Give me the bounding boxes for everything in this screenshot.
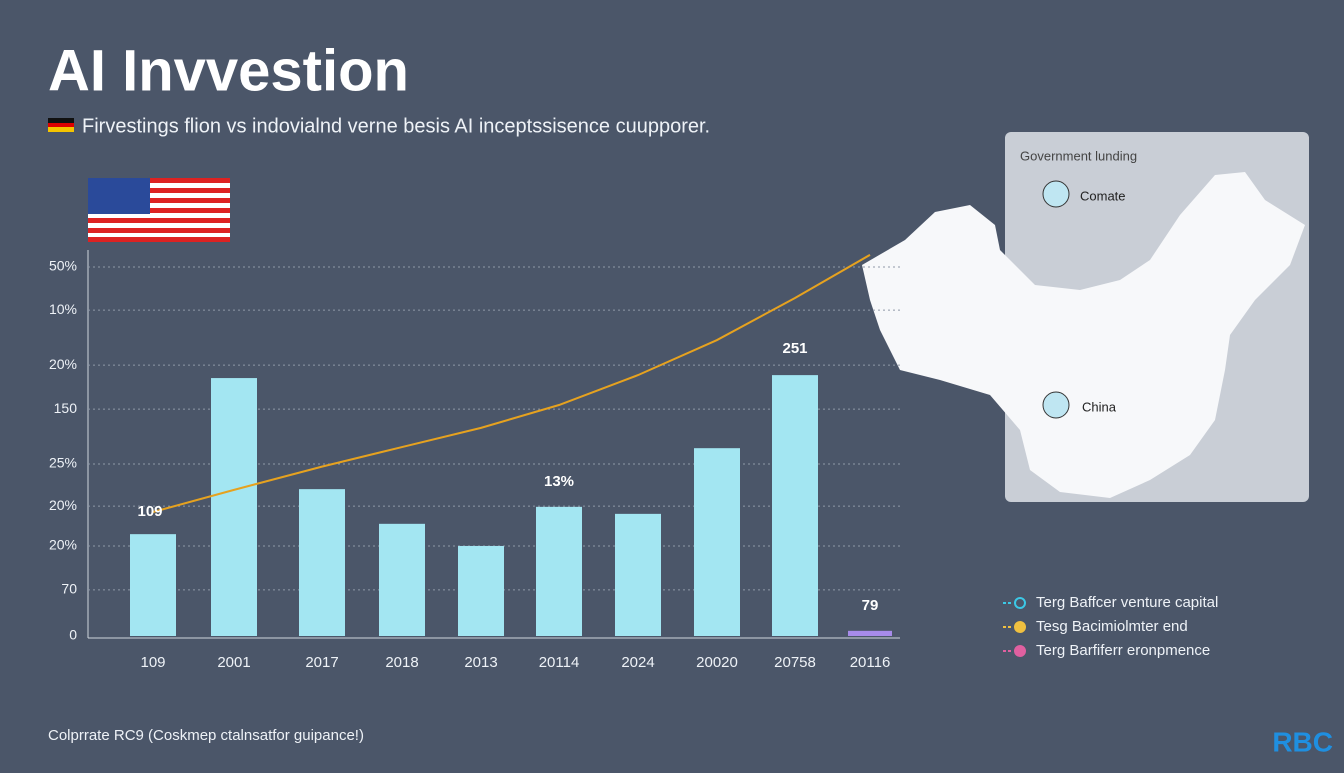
legend-dot: [1014, 645, 1026, 657]
x-tick-label: 20116: [850, 654, 891, 671]
map-title: Government lunding: [1020, 148, 1137, 163]
x-tick-label: 20114: [539, 654, 580, 671]
y-tick-label: 70: [61, 581, 77, 597]
x-tick-label: 2018: [385, 654, 418, 671]
china-map: [862, 172, 1305, 498]
y-tick-label: 20%: [49, 497, 77, 513]
y-tick-label: 10%: [49, 301, 77, 317]
y-tick-label: 0: [69, 627, 77, 643]
bar: [299, 489, 345, 636]
trend-line: [152, 253, 871, 513]
bar: [211, 378, 257, 636]
bar: [848, 630, 892, 636]
logo: RBC: [1272, 726, 1333, 757]
map-label: China: [1082, 399, 1117, 414]
chart-title: AI Invvestion: [48, 38, 409, 103]
x-tick-label: 2017: [305, 654, 338, 671]
y-tick-label: 20%: [49, 537, 77, 553]
bar: [772, 375, 818, 636]
data-annotation: 13%: [544, 473, 574, 490]
chart-subtitle: Firvestings flion vs indovialnd verne be…: [82, 115, 710, 137]
bar: [130, 534, 176, 636]
map-icon: [1042, 180, 1070, 208]
x-tick-label: 109: [140, 654, 165, 671]
bar: [536, 506, 582, 636]
us-flag: [88, 178, 230, 242]
bar: [615, 513, 661, 636]
legend-dot: [1014, 621, 1026, 633]
legend-dot: [1014, 597, 1026, 609]
german-flag: [48, 118, 74, 132]
x-tick-label: 2013: [464, 654, 497, 671]
x-tick-label: 2024: [621, 654, 654, 671]
y-tick-label: 20%: [49, 356, 77, 372]
data-annotation: 251: [782, 340, 807, 357]
legend-label: Tesg Bacimiolmter end: [1036, 618, 1188, 635]
data-annotation: 109: [137, 503, 162, 520]
legend-label: Terg Barfiferr eronpmence: [1036, 642, 1210, 659]
map-icon: [1042, 391, 1070, 419]
bar: [379, 523, 425, 636]
legend-label: Terg Baffcer venture capital: [1036, 594, 1218, 611]
bar: [694, 448, 740, 636]
y-tick-label: 150: [54, 400, 78, 416]
x-tick-label: 20020: [696, 654, 738, 671]
y-tick-label: 50%: [49, 258, 77, 274]
footer: Colprrate RC9 (Coskmep ctalnsatfor guipa…: [48, 727, 364, 744]
data-annotation: 79: [862, 597, 879, 614]
x-tick-label: 20758: [774, 654, 816, 671]
map-label: Comate: [1080, 188, 1126, 203]
y-tick-label: 25%: [49, 455, 77, 471]
bar: [458, 545, 504, 636]
x-tick-label: 2001: [217, 654, 250, 671]
